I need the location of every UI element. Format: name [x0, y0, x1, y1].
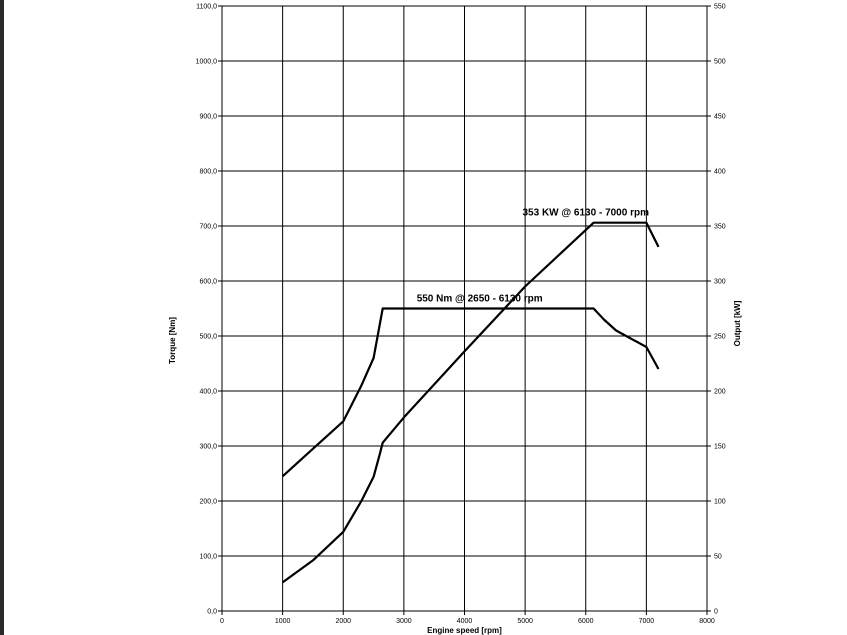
y-right-tick-label: 450	[714, 114, 726, 121]
y-right-tick-label: 550	[714, 4, 726, 11]
grid	[218, 5, 711, 615]
x-tick-label: 8000	[699, 618, 715, 625]
x-tick-label: 6000	[578, 618, 594, 625]
y-left-tick-label: 500,0	[199, 334, 217, 341]
y-left-tick-label: 100,0	[199, 554, 217, 561]
y-left-tick-label: 1100,0	[196, 4, 217, 11]
series-layer	[281, 221, 660, 584]
annotations: 550 Nm @ 2650 - 6130 rpm 353 KW @ 6130 - …	[417, 208, 649, 305]
y-right-tick-label: 50	[714, 554, 722, 561]
annotation-label: 550 Nm @ 2650 - 6130 rpm	[417, 293, 543, 304]
power-curve	[281, 221, 660, 584]
y-left-tick-label: 0,0	[207, 609, 217, 616]
y-right-axis-title: Output [kW]	[733, 300, 742, 346]
tick-labels: 0 1000 2000 3000 4000 5000 6000 7000 80000,0100,…	[196, 4, 726, 626]
y-right-tick-label: 100	[714, 499, 726, 506]
y-right-tick-label: 250	[714, 334, 726, 341]
x-tick-label: 5000	[517, 618, 533, 625]
annotation-label: 353 KW @ 6130 - 7000 rpm	[523, 208, 650, 219]
y-left-axis-title: Torque [Nm]	[168, 317, 177, 364]
y-right-tick-label: 350	[714, 224, 726, 231]
y-right-tick-label: 0	[714, 609, 718, 616]
x-tick-label: 7000	[639, 618, 655, 625]
plot-frame	[221, 5, 708, 612]
y-left-tick-label: 300,0	[199, 444, 217, 451]
x-tick-label: 1000	[275, 618, 291, 625]
y-left-tick-label: 800,0	[199, 169, 217, 176]
x-tick-label: 4000	[457, 618, 473, 625]
y-right-tick-label: 400	[714, 169, 726, 176]
y-right-tick-label: 200	[714, 389, 726, 396]
x-axis-title: Engine speed [rpm]	[427, 626, 502, 635]
y-right-tick-label: 300	[714, 279, 726, 286]
window-edge-bar	[0, 0, 4, 635]
y-left-tick-label: 600,0	[199, 279, 217, 286]
y-left-tick-label: 200,0	[199, 499, 217, 506]
y-right-tick-label: 150	[714, 444, 726, 451]
y-left-tick-label: 900,0	[199, 114, 217, 121]
x-tick-label: 3000	[396, 618, 412, 625]
y-right-tick-label: 500	[714, 59, 726, 66]
x-tick-label: 0	[220, 618, 224, 625]
torque-curve	[281, 307, 660, 478]
y-left-tick-label: 400,0	[199, 389, 217, 396]
y-left-tick-label: 700,0	[199, 224, 217, 231]
y-left-tick-label: 1000,0	[196, 59, 218, 66]
x-tick-label: 2000	[335, 618, 351, 625]
